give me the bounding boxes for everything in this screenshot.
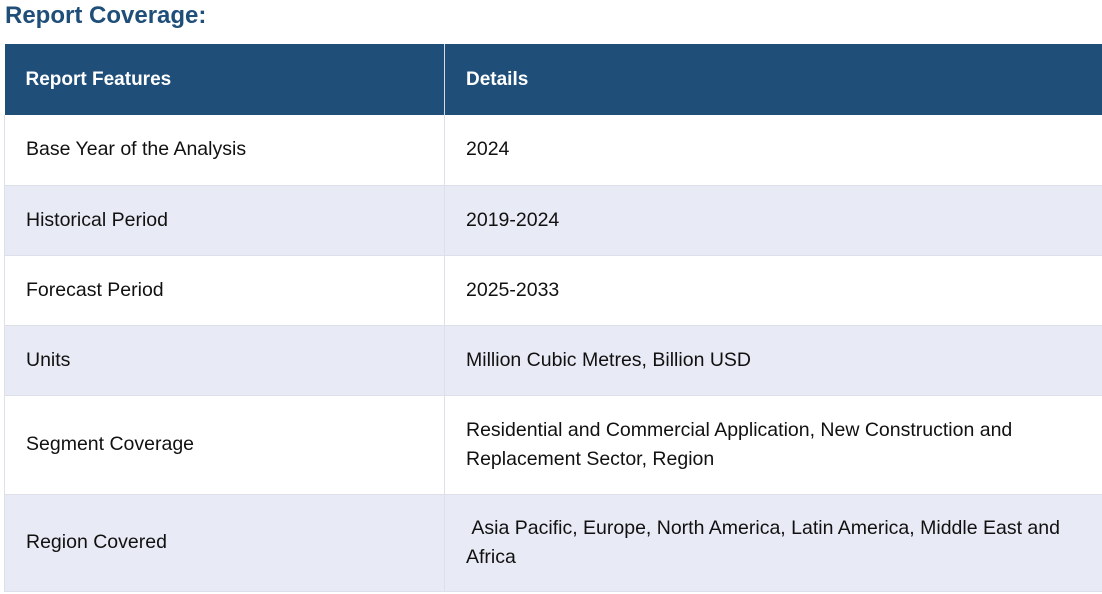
details-cell: Residential and Commercial Application, … [444, 395, 1102, 495]
table-row: Segment Coverage Residential and Commerc… [4, 395, 1102, 495]
table-row: Units Million Cubic Metres, Billion USD [4, 325, 1102, 396]
feature-cell: Region Covered [4, 494, 445, 592]
table-row: Region Covered Asia Pacific, Europe, Nor… [4, 494, 1102, 592]
column-header-details: Details [444, 44, 1102, 115]
report-coverage-table: Report Features Details Base Year of the… [4, 44, 1102, 592]
feature-cell: Forecast Period [4, 255, 445, 326]
feature-cell: Historical Period [4, 185, 445, 256]
section-heading: Report Coverage: [5, 2, 207, 29]
details-cell: Million Cubic Metres, Billion USD [444, 325, 1102, 396]
feature-cell: Segment Coverage [4, 395, 445, 495]
column-header-features: Report Features [4, 44, 445, 115]
details-cell: 2025-2033 [444, 255, 1102, 326]
details-cell: 2024 [444, 115, 1102, 186]
details-cell: Asia Pacific, Europe, North America, Lat… [444, 494, 1102, 592]
details-cell: 2019-2024 [444, 185, 1102, 256]
feature-cell: Units [4, 325, 445, 396]
table-row: Forecast Period 2025-2033 [4, 255, 1102, 326]
feature-cell: Base Year of the Analysis [4, 115, 445, 186]
table-row: Base Year of the Analysis 2024 [4, 115, 1102, 186]
table-row: Historical Period 2019-2024 [4, 185, 1102, 256]
table-header-row: Report Features Details [4, 44, 1102, 115]
